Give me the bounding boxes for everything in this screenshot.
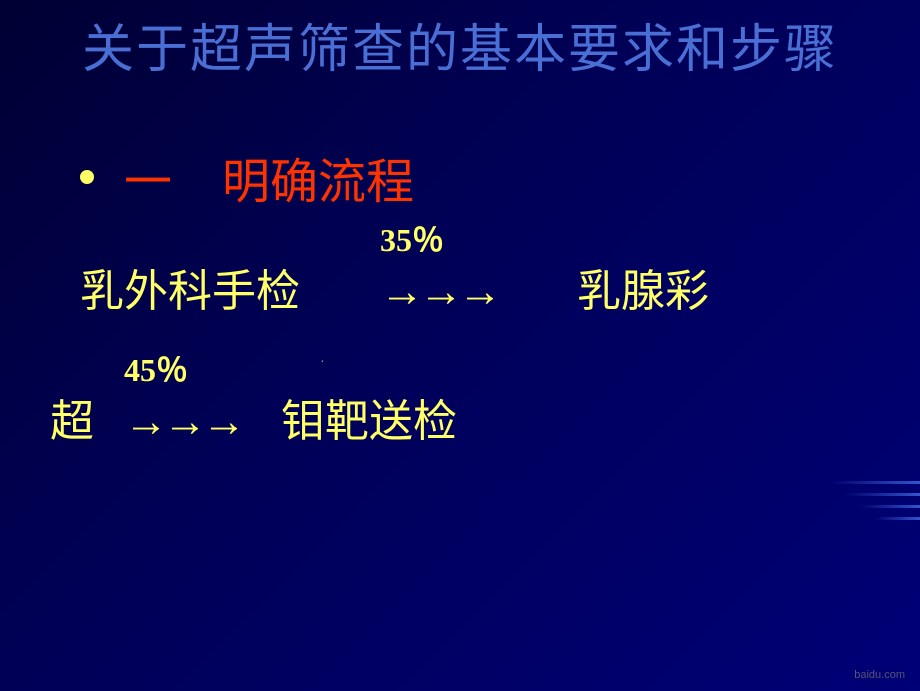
arrows-icon: →→→: [380, 267, 497, 316]
percent-label-2: 45％: [124, 342, 188, 400]
arrows-icon: →→→: [124, 397, 241, 446]
section-heading: 明确流程: [222, 142, 414, 212]
flow-step-3: 超: [50, 382, 94, 461]
section-number: 一: [124, 142, 172, 212]
flow-step-2: 乳腺彩: [577, 252, 709, 331]
section-heading-row: 一 明确流程: [60, 142, 860, 212]
slide-title: 关于超声筛查的基本要求和步骤: [60, 20, 860, 82]
percent-label-1: 35％: [380, 212, 444, 270]
flow-row-1: 乳外科手检 35％ →→→ 乳腺彩: [80, 252, 860, 331]
center-marker-icon: ·: [320, 355, 325, 371]
bullet-icon: [80, 170, 94, 184]
arrow-group-2: 45％ →→→: [124, 382, 241, 461]
arrow-group-1: 35％ →→→: [380, 252, 497, 331]
flow-diagram: 乳外科手检 35％ →→→ 乳腺彩 超 45％ →→→ 钼靶送检: [60, 252, 860, 460]
flow-row-2: 超 45％ →→→ 钼靶送检: [50, 382, 860, 461]
decoration-lines-icon: [820, 481, 920, 541]
flow-step-4: 钼靶送检: [281, 382, 457, 461]
slide-container: 关于超声筛查的基本要求和步骤 一 明确流程 乳外科手检 35％ →→→ 乳腺彩 …: [0, 0, 920, 691]
watermark-text: baidu.com: [854, 669, 905, 681]
flow-step-1: 乳外科手检: [80, 252, 300, 331]
